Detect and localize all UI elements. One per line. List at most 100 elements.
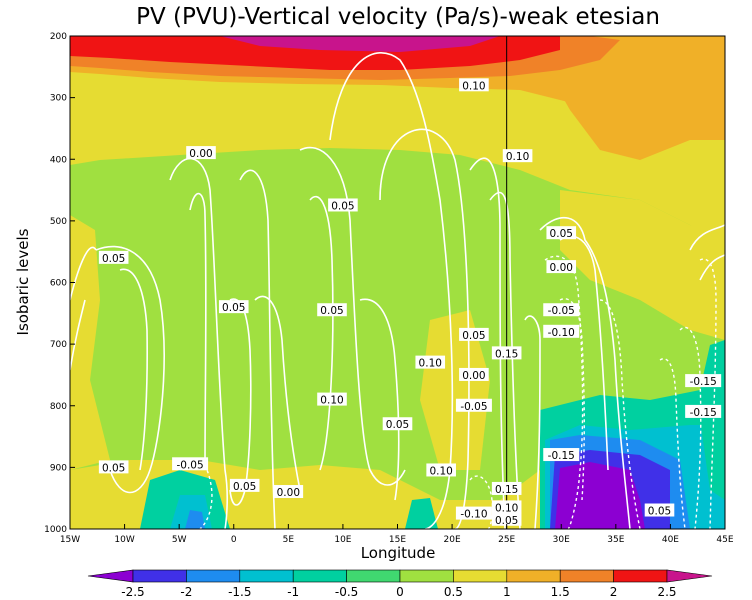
pv-region-orange-light-ne: [530, 40, 690, 160]
contour-label: 0.05: [550, 228, 573, 240]
contour-line-negative: [659, 358, 686, 529]
contour-label: 0.15: [495, 348, 518, 360]
colorbar: -2.5 -2 -1.5 -1 -0.5 0 0.5 1 1.5 2 2.5: [87, 569, 713, 599]
contour-label: 0.10: [419, 358, 442, 370]
pv-region-east-yellow: [560, 190, 725, 340]
colorbar-tick-label: -2.5: [121, 585, 144, 599]
contour-label-bg: [502, 149, 533, 163]
contour-line-negative: [679, 326, 702, 529]
contour-label-bg: [491, 500, 522, 514]
colorbar-swatch: [559, 569, 614, 583]
colorbar-swatch: [453, 569, 508, 583]
contour-label: 0.00: [277, 487, 300, 499]
pv-region-west-yellow: [70, 215, 110, 470]
contour-label-bg: [317, 303, 347, 317]
contour-label-bg: [328, 198, 358, 212]
pv-region-s-teal: [405, 498, 438, 529]
contour-label: 0.05: [648, 506, 671, 518]
contour-label: -0.15: [548, 450, 575, 462]
y-tick-label: 700: [50, 340, 67, 350]
x-tick-label: 15E: [389, 535, 406, 545]
contour-line: [119, 268, 148, 471]
contour-label: 0.10: [462, 80, 485, 92]
contour-label: 0.05: [222, 302, 245, 314]
colorbar-tick-label: 2: [610, 585, 618, 599]
contour-label-bg: [415, 355, 446, 369]
contour-line: [239, 169, 276, 529]
y-tick-label: 900: [50, 463, 67, 473]
pv-region-e-purple: [555, 462, 645, 529]
contour-label: -0.05: [460, 401, 487, 413]
colorbar-swatch: [292, 569, 347, 583]
contour-label: 0.05: [102, 462, 125, 474]
x-tick-label: 15W: [60, 535, 80, 545]
contour-line-negative: [699, 258, 717, 529]
contour-label: 0.05: [102, 253, 125, 265]
contour-line: [489, 191, 521, 529]
contour-label: 0.00: [189, 148, 212, 160]
contour-label-bg: [543, 448, 580, 462]
contour-line: [469, 157, 506, 529]
contour-label-bg: [218, 300, 249, 314]
contour-label: -0.05: [548, 305, 575, 317]
contour-label-bg: [382, 417, 413, 431]
colorbar-tick-label: 0.5: [444, 585, 463, 599]
omega-contours-negative: [179, 255, 717, 529]
contour-line: [689, 224, 725, 251]
contour-label-bg: [455, 506, 492, 520]
contour-label-bg: [491, 481, 522, 495]
colorbar-swatch: [132, 569, 187, 583]
colorbar-swatch: [399, 569, 454, 583]
colorbar-swatch: [506, 569, 561, 583]
contour-label-bg: [459, 327, 489, 341]
x-tick-label: 35E: [607, 535, 624, 545]
contour-label-bg: [455, 398, 492, 412]
contour-label-bg: [543, 303, 580, 317]
x-tick-label: 0: [231, 535, 237, 545]
contour-label: 0.10: [429, 465, 452, 477]
contour-label-bg: [172, 457, 209, 471]
contour-line: [524, 315, 541, 529]
x-tick-label: 5W: [172, 535, 187, 545]
contour-label: 0.00: [462, 370, 485, 382]
contour-label-bg: [546, 226, 577, 240]
contour-line: [359, 298, 400, 501]
contour-label: -0.15: [690, 407, 717, 419]
contour-label-bg: [543, 324, 580, 338]
y-tick-label: 300: [50, 94, 67, 104]
x-axis-label: Longitude: [361, 544, 436, 562]
contour-line-negative: [559, 298, 585, 501]
colorbar-swatch: [186, 569, 241, 583]
x-tick-label: 25E: [498, 535, 515, 545]
colorbar-tick-label: 0: [396, 585, 404, 599]
colorbar-swatch: [346, 569, 401, 583]
contour-labels: 0.10 0.10 0.00 0.05 0.05 0.05 0.00 0.05 0.05 -0.0…: [98, 78, 722, 527]
contour-line: [699, 254, 725, 281]
y-tick-label: 400: [50, 155, 67, 165]
contour-line: [254, 295, 301, 491]
pv-region-mid-yellow: [420, 310, 490, 470]
colorbar-tick-label: -1.5: [228, 585, 251, 599]
contour-label: -0.10: [548, 327, 575, 339]
pv-shading: [70, 36, 725, 529]
y-axis-ticks: 200 300 400 500 600 700 800 900 1000: [44, 32, 75, 535]
x-tick-label: 10E: [334, 535, 351, 545]
y-tick-label: 1000: [44, 525, 67, 535]
contour-label-bg: [426, 463, 456, 477]
contour-label-bg: [229, 478, 260, 492]
contour-label: 0.05: [495, 515, 518, 527]
colorbar-tick-label: 1.5: [551, 585, 570, 599]
contour-line: [309, 195, 334, 471]
colorbar-tick-label: -2: [180, 585, 192, 599]
contour-label-bg: [186, 146, 216, 160]
contour-label: -0.05: [176, 459, 203, 471]
contour-line: [299, 146, 406, 486]
contour-label: 0.05: [233, 481, 256, 493]
colorbar-swatch: [613, 569, 668, 583]
contour-label: 0.15: [495, 484, 518, 496]
x-tick-label: 5E: [283, 535, 295, 545]
contour-label-bg: [644, 503, 675, 517]
pv-region-sw-blue: [185, 510, 205, 529]
contour-label: 0.10: [506, 151, 529, 163]
